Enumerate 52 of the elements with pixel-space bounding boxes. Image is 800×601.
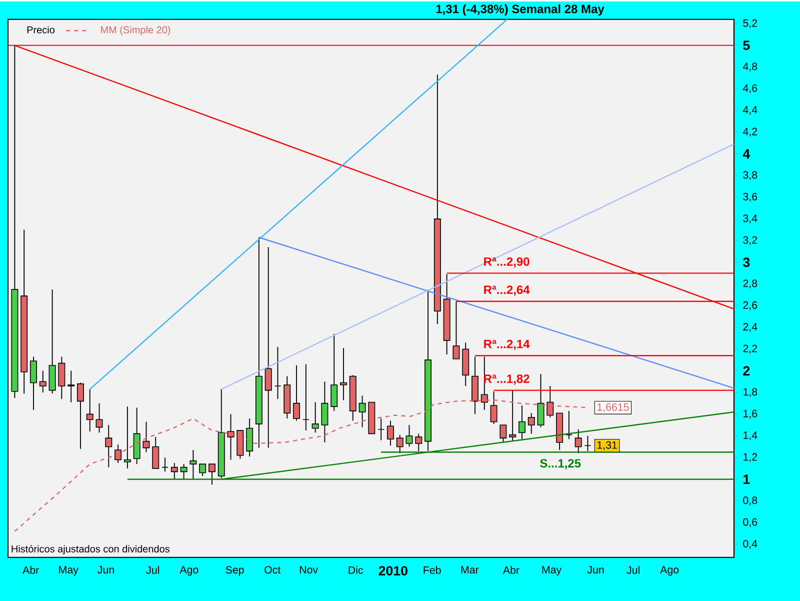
x-tick-label: Abr: [22, 566, 39, 574]
x-tick-label: Ago: [660, 566, 679, 576]
y-tick-label: 2,2: [743, 344, 758, 354]
annotation: Rª...2,90: [484, 257, 530, 268]
y-tick-label: 1,2: [744, 452, 758, 462]
x-tick-label: Ago: [180, 566, 198, 576]
x-tick-label: Sep: [226, 566, 244, 576]
y-tick-label: 1,6: [744, 410, 758, 418]
y-tick-label: 5: [743, 40, 750, 50]
y-tick-label: 3: [743, 257, 750, 267]
annotation: 1,6615: [597, 403, 629, 412]
y-tick-label: 4,4: [742, 106, 758, 115]
x-tick-label: Jun: [98, 566, 114, 574]
y-tick-label: 1: [744, 474, 750, 484]
y-tick-label: 2,6: [743, 301, 758, 310]
x-tick-label: Nov: [300, 566, 318, 574]
annotation: Históricos ajustados con dividendos: [12, 544, 170, 554]
x-tick-label: Feb: [424, 566, 441, 574]
legend-label: MM (Simple 20): [101, 26, 170, 36]
y-tick-label: 2: [743, 366, 750, 376]
y-tick-label: 3,4: [743, 214, 758, 224]
text: Precio: [27, 26, 54, 34]
y-tick-label: 1,4: [744, 431, 758, 440]
y-tick-label: 3,8: [743, 170, 758, 180]
y-tick-label: 4,6: [742, 84, 758, 94]
x-tick-label: May: [59, 566, 78, 576]
y-tick-label: 3,6: [743, 192, 758, 202]
x-tick-label: Dic: [348, 566, 363, 574]
y-tick-label: 4,8: [742, 62, 758, 72]
y-tick-label: 1,8: [744, 388, 758, 397]
x-tick-label: Mar: [461, 566, 479, 574]
x-tick-label: Abr: [502, 566, 520, 574]
x-tick-label: Jun: [587, 566, 604, 574]
y-tick-label: 0,6: [743, 518, 758, 527]
x-tick-label: Jul: [626, 566, 640, 574]
x-tick-label: May: [542, 566, 562, 576]
chart-title: 1,31 (-4,38%) Semanal 28 May: [436, 4, 604, 16]
y-tick-label: 4,2: [742, 128, 758, 136]
x-tick-label: Oct: [264, 566, 281, 574]
y-tick-label: 3,2: [743, 236, 758, 245]
annotation: S...1,25: [540, 458, 581, 470]
y-tick-label: 5,2: [743, 19, 758, 28]
y-tick-label: 2,8: [743, 279, 758, 288]
x-tick-label: 2010: [378, 566, 408, 576]
y-tick-label: 0,4: [743, 540, 758, 549]
y-tick-label: 0,8: [743, 496, 758, 506]
annotation: 1,31: [597, 441, 617, 450]
x-tick-label: Jul: [146, 566, 160, 574]
y-tick-label: 2,4: [743, 322, 758, 332]
y-tick-label: 4: [742, 149, 750, 158]
annotation: Rª...2,14: [484, 340, 530, 350]
annotation: Rª...2,64: [484, 285, 530, 296]
